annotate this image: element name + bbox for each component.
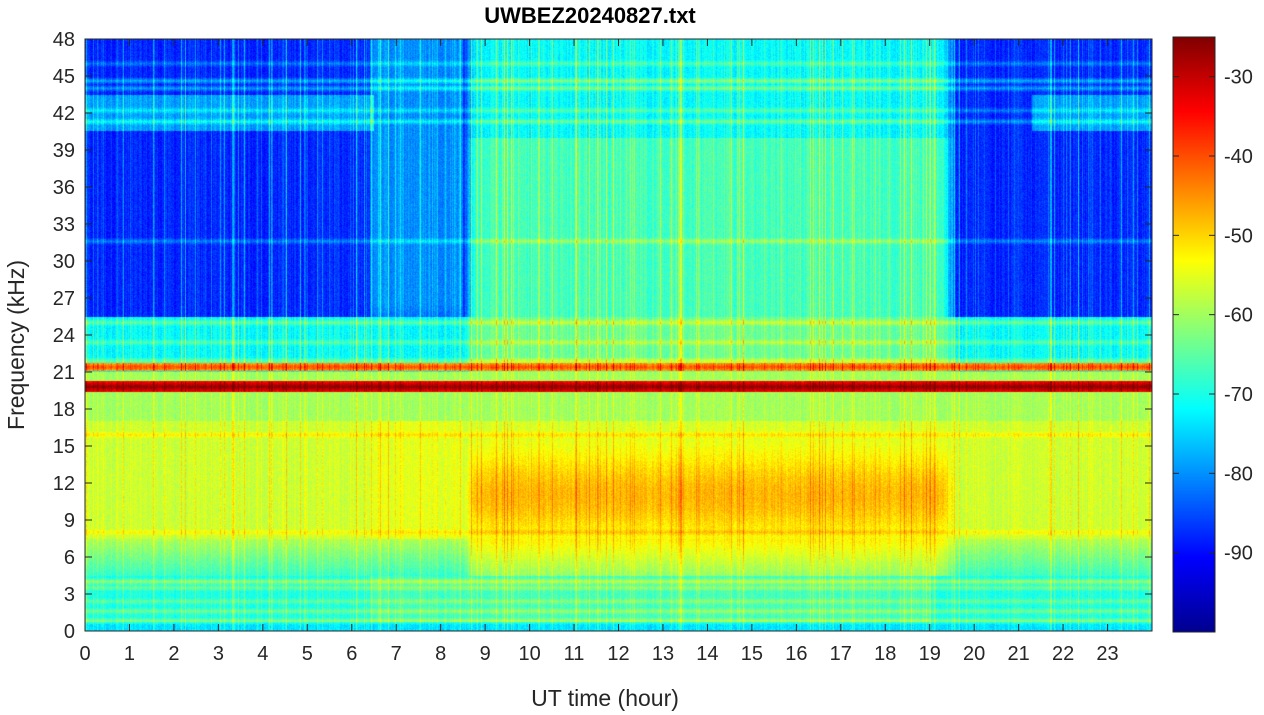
x-tick-label: 9 xyxy=(480,643,491,665)
x-tick-label: 5 xyxy=(302,643,313,665)
colorbar-frame xyxy=(1172,36,1216,633)
chart-title: UWBEZ20240827.txt xyxy=(484,3,696,28)
y-tick-label: 42 xyxy=(53,103,75,125)
y-tick-label: 27 xyxy=(53,288,75,310)
x-tick-label: 0 xyxy=(79,643,90,665)
x-tick-label: 22 xyxy=(1052,643,1074,665)
colorbar-tick-label: -40 xyxy=(1224,146,1253,168)
x-axis-label: UT time (hour) xyxy=(531,685,679,711)
x-tick-label: 18 xyxy=(874,643,896,665)
x-tick-label: 1 xyxy=(124,643,135,665)
colorbar-tick-label: -80 xyxy=(1224,463,1253,485)
colorbar-tick-label: -30 xyxy=(1224,67,1253,89)
y-tick-label: 15 xyxy=(53,436,75,458)
y-tick-label: 39 xyxy=(53,140,75,162)
y-tick-label: 36 xyxy=(53,177,75,199)
x-tick-label: 16 xyxy=(785,643,807,665)
y-tick-label: 18 xyxy=(53,399,75,421)
y-tick-label: 9 xyxy=(64,510,75,532)
colorbar-gradient xyxy=(1173,37,1215,632)
x-tick-label: 12 xyxy=(607,643,629,665)
y-tick-label: 0 xyxy=(64,621,75,643)
x-tick-label: 8 xyxy=(435,643,446,665)
colorbar-tick-label: -90 xyxy=(1224,543,1253,565)
colorbar-tick-label: -50 xyxy=(1224,225,1253,247)
x-tick-label: 7 xyxy=(391,643,402,665)
y-tick-label: 45 xyxy=(53,66,75,88)
x-tick-label: 13 xyxy=(652,643,674,665)
y-tick-label: 33 xyxy=(53,214,75,236)
colorbar: -30 -40 -50 -60 -70 -80 -90 xyxy=(1172,36,1253,633)
plot-area xyxy=(84,38,1153,632)
x-tick-label: 6 xyxy=(346,643,357,665)
x-tick-label: 23 xyxy=(1096,643,1118,665)
y-tick-label: 30 xyxy=(53,251,75,273)
x-tick-label: 15 xyxy=(741,643,763,665)
y-axis-label: Frequency (kHz) xyxy=(3,260,29,430)
y-tick-label: 6 xyxy=(64,547,75,569)
y-tick-label: 3 xyxy=(64,584,75,606)
x-tick-label: 10 xyxy=(518,643,540,665)
x-axis: 0 1 2 3 4 5 6 7 8 9 10 11 12 13 14 15 16 17 18 19 20 21 22 23 xyxy=(79,39,1119,665)
colorbar-tick-label: -70 xyxy=(1224,384,1253,406)
x-tick-label: 4 xyxy=(257,643,268,665)
x-tick-label: 11 xyxy=(564,643,585,665)
colorbar-ticks: -30 -40 -50 -60 -70 -80 -90 xyxy=(1173,67,1253,565)
x-tick-label: 2 xyxy=(168,643,179,665)
x-tick-label: 3 xyxy=(213,643,224,665)
x-tick-label: 20 xyxy=(963,643,985,665)
colorbar-tick-label: -60 xyxy=(1224,305,1253,327)
spectrogram-heatmap xyxy=(85,39,1152,631)
x-tick-label: 19 xyxy=(919,643,941,665)
x-tick-label: 17 xyxy=(830,643,852,665)
y-tick-label: 24 xyxy=(53,325,75,347)
y-tick-label: 48 xyxy=(53,29,75,51)
x-tick-label: 14 xyxy=(696,643,718,665)
y-tick-label: 21 xyxy=(53,362,75,384)
x-tick-label: 21 xyxy=(1008,643,1030,665)
y-tick-label: 12 xyxy=(53,473,75,495)
